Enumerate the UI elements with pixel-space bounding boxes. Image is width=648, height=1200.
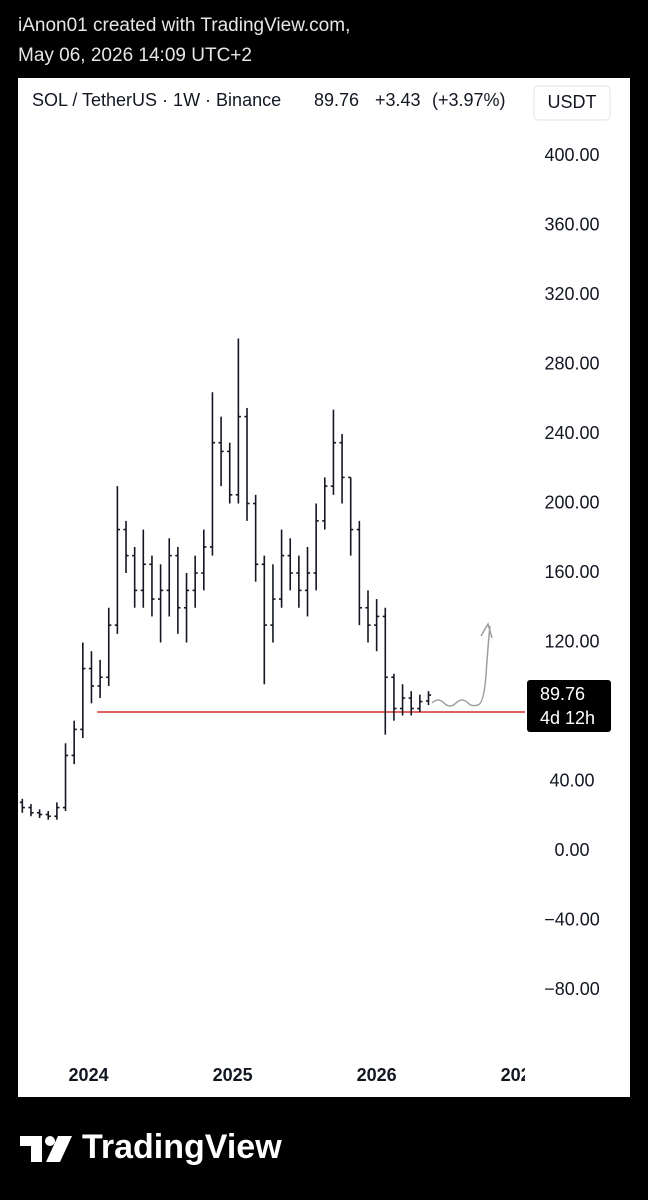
last-price: 89.76 [314, 90, 359, 110]
x-tick-label: 2026 [357, 1065, 397, 1085]
projection-arrow [431, 622, 493, 707]
plot-area: 2024 2025 2026 2027 [19, 338, 541, 1085]
x-tick-label: 2025 [213, 1065, 253, 1085]
y-tick-label: 200.00 [544, 492, 599, 512]
x-tick-label: 2027 [501, 1065, 541, 1085]
y-tick-label: 160.00 [544, 562, 599, 582]
price-change-pct: (+3.97%) [432, 90, 506, 110]
y-tick-label: 400.00 [544, 145, 599, 165]
header-author: iAnon01 created with TradingView.com, [18, 15, 350, 36]
y-tick-label: 360.00 [544, 214, 599, 234]
price-change: +3.43 [375, 90, 421, 110]
y-tick-label: −80.00 [544, 979, 600, 999]
symbol-label: SOL / TetherUS · 1W · Binance [32, 90, 281, 110]
currency-label[interactable]: USDT [548, 92, 597, 112]
chart-panel [18, 78, 630, 1097]
currency-button[interactable] [533, 85, 611, 121]
y-tick-label: 120.00 [544, 631, 599, 651]
price-axis: 400.00 360.00 320.00 280.00 240.00 200.00 160.… [527, 145, 611, 999]
y-tick-label: 320.00 [544, 284, 599, 304]
footer-logo: TradingView [20, 1128, 282, 1166]
x-tick-label: 2024 [69, 1065, 109, 1085]
y-tick-label: 280.00 [544, 353, 599, 373]
y-tick-label: 0.00 [554, 840, 589, 860]
price-tag [527, 680, 611, 733]
price-tag-value: 89.76 [540, 684, 585, 704]
logo-mark [20, 1136, 42, 1162]
logo-mark [46, 1136, 72, 1162]
y-tick-label: 40.00 [549, 770, 594, 790]
header-date: May 06, 2026 14:09 UTC+2 [18, 45, 252, 66]
logo-mark [45, 1136, 55, 1146]
y-tick-label: −40.00 [544, 909, 600, 929]
brand-name: TradingView [82, 1128, 282, 1166]
y-tick-label: 240.00 [544, 423, 599, 443]
price-tag-countdown: 4d 12h [540, 708, 595, 728]
